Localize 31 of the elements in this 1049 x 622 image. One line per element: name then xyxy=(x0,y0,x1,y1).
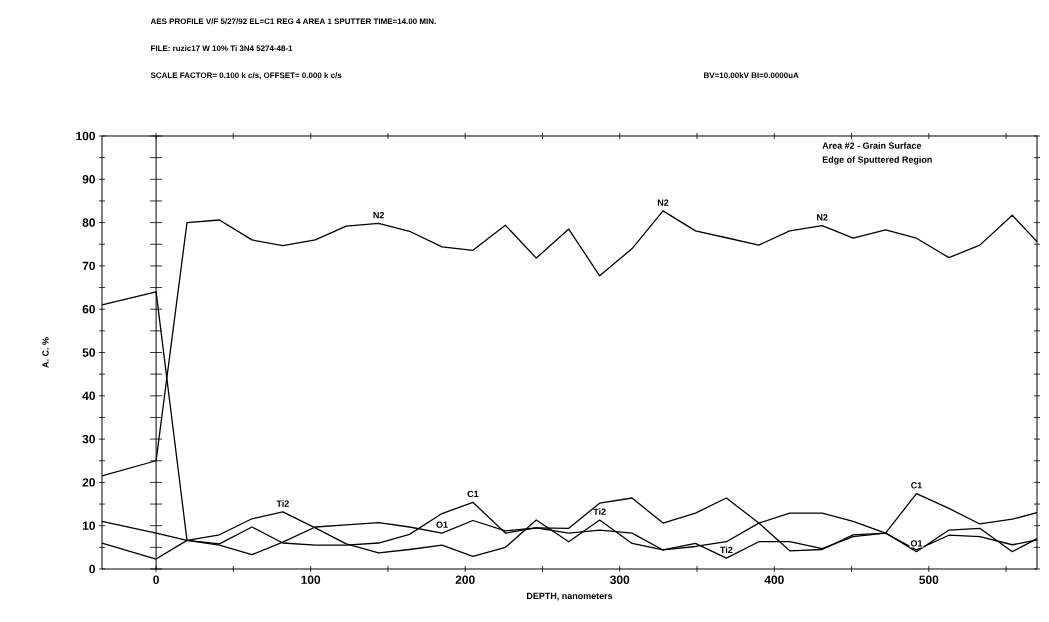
y-tick-label: 10 xyxy=(82,521,95,530)
annotation: Edge of Sputtered Region xyxy=(822,156,932,165)
text: N2 xyxy=(817,214,828,221)
x-tick-label: 0 xyxy=(153,575,159,584)
x-tick-label: 400 xyxy=(764,575,784,584)
y-tick-label: 0 xyxy=(89,564,95,574)
x-tick-label: 200 xyxy=(455,575,475,584)
text: Ti2 xyxy=(276,500,289,507)
x-tick-label: 100 xyxy=(301,575,321,584)
annotation: Area #2 - Grain Surface xyxy=(822,142,922,149)
x-axis-title: DEPTH, nanometers xyxy=(527,592,613,601)
y-axis-title: A. C. % xyxy=(42,337,49,368)
y-tick-label: 20 xyxy=(82,478,95,487)
y-tick-label: 100 xyxy=(76,131,95,141)
series-label: N2 xyxy=(373,212,385,219)
text: O1 xyxy=(436,521,448,528)
series-label: O1 xyxy=(910,540,923,547)
y-tick-label: 60 xyxy=(82,304,95,314)
text: Ti2 xyxy=(593,508,606,515)
x-tick-label: 300 xyxy=(610,575,630,585)
x-tick-label: 500 xyxy=(919,575,939,584)
y-tick-label: 40 xyxy=(82,391,95,401)
series-label: C1 xyxy=(467,490,479,498)
y-tick-label: 70 xyxy=(82,261,95,271)
series-label: Ti2 xyxy=(720,546,733,553)
text: C1 xyxy=(911,482,922,489)
y-tick-label: 80 xyxy=(82,218,95,227)
y-tick-label: 30 xyxy=(82,434,95,444)
y-tick-label: 90 xyxy=(82,175,95,184)
text: N2 xyxy=(657,199,669,206)
y-tick-label: 50 xyxy=(82,348,95,357)
